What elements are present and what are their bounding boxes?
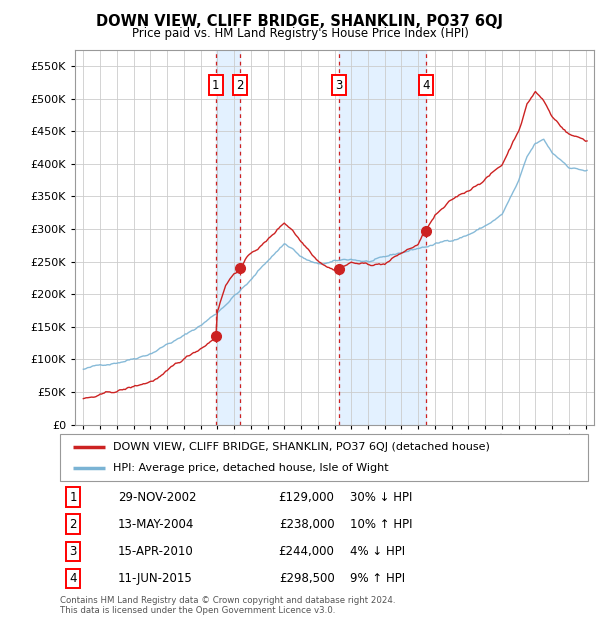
Text: 4: 4: [70, 572, 77, 585]
Text: 11-JUN-2015: 11-JUN-2015: [118, 572, 193, 585]
Text: 4: 4: [422, 79, 430, 92]
Text: £244,000: £244,000: [278, 545, 335, 558]
Text: Price paid vs. HM Land Registry's House Price Index (HPI): Price paid vs. HM Land Registry's House …: [131, 27, 469, 40]
Text: 29-NOV-2002: 29-NOV-2002: [118, 490, 197, 503]
Text: DOWN VIEW, CLIFF BRIDGE, SHANKLIN, PO37 6QJ (detached house): DOWN VIEW, CLIFF BRIDGE, SHANKLIN, PO37 …: [113, 441, 490, 451]
Text: HPI: Average price, detached house, Isle of Wight: HPI: Average price, detached house, Isle…: [113, 463, 388, 473]
Text: 9% ↑ HPI: 9% ↑ HPI: [350, 572, 406, 585]
Bar: [216, 50, 240, 425]
Text: 10% ↑ HPI: 10% ↑ HPI: [350, 518, 413, 531]
Text: Contains HM Land Registry data © Crown copyright and database right 2024.: Contains HM Land Registry data © Crown c…: [60, 596, 395, 606]
FancyBboxPatch shape: [60, 434, 588, 481]
Text: 13-MAY-2004: 13-MAY-2004: [118, 518, 194, 531]
Text: 4% ↓ HPI: 4% ↓ HPI: [350, 545, 406, 558]
Text: 3: 3: [335, 79, 343, 92]
Text: £238,000: £238,000: [279, 518, 335, 531]
Text: This data is licensed under the Open Government Licence v3.0.: This data is licensed under the Open Gov…: [60, 606, 335, 616]
Text: 1: 1: [212, 79, 220, 92]
Text: 30% ↓ HPI: 30% ↓ HPI: [350, 490, 413, 503]
Text: 2: 2: [236, 79, 244, 92]
Text: DOWN VIEW, CLIFF BRIDGE, SHANKLIN, PO37 6QJ: DOWN VIEW, CLIFF BRIDGE, SHANKLIN, PO37 …: [97, 14, 503, 29]
Text: 3: 3: [70, 545, 77, 558]
Text: 2: 2: [70, 518, 77, 531]
Bar: [340, 50, 426, 425]
Text: 1: 1: [70, 490, 77, 503]
Text: 15-APR-2010: 15-APR-2010: [118, 545, 194, 558]
Text: £298,500: £298,500: [279, 572, 335, 585]
Text: £129,000: £129,000: [278, 490, 335, 503]
